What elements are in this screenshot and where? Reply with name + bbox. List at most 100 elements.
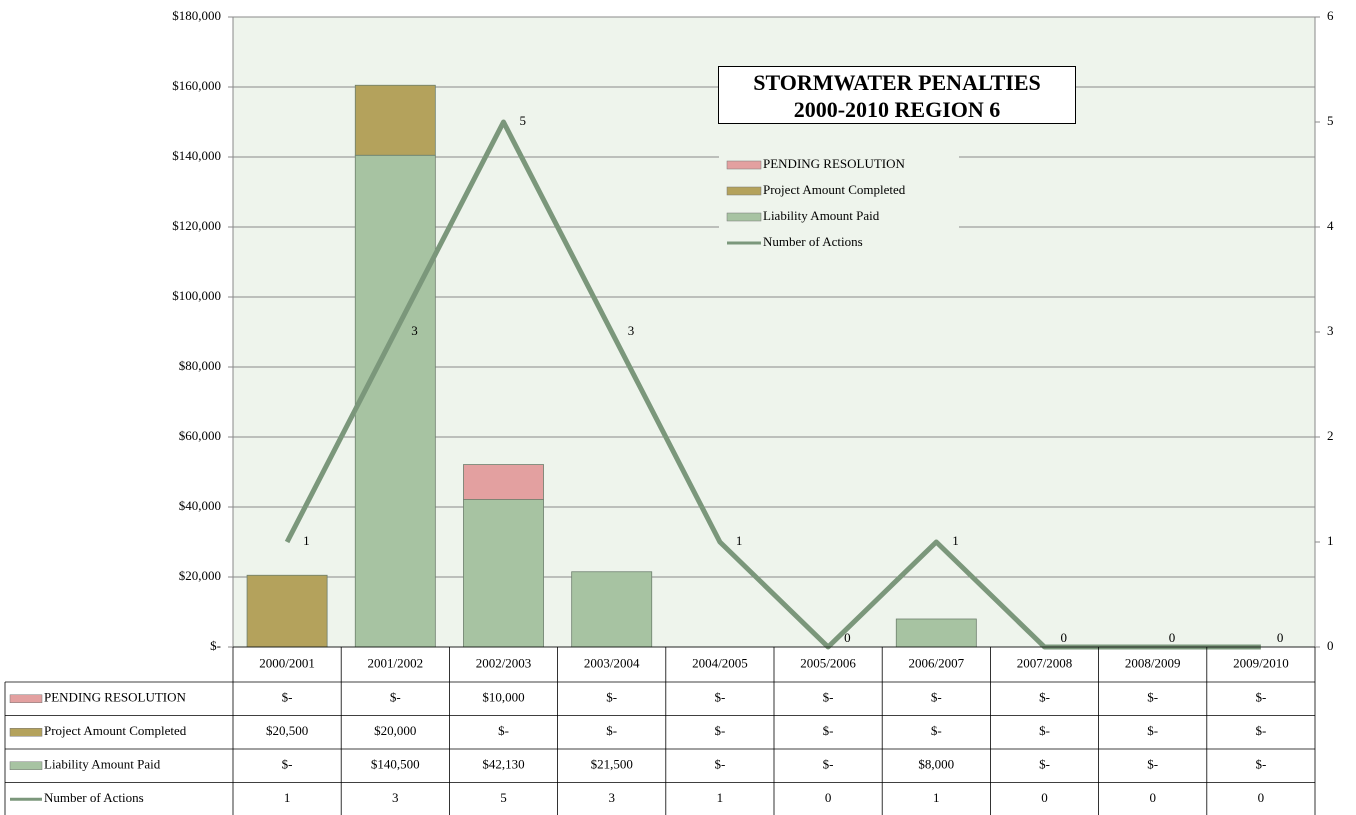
y-tick-label: $60,000 bbox=[179, 428, 221, 443]
table-cell: $20,500 bbox=[266, 723, 308, 738]
x-tick-label: 2000/2001 bbox=[259, 655, 315, 670]
data-label: 1 bbox=[303, 533, 310, 548]
table-cell: 0 bbox=[1258, 790, 1265, 805]
x-tick-label: 2005/2006 bbox=[800, 655, 856, 670]
table-cell: $10,000 bbox=[482, 690, 524, 705]
bar bbox=[246, 574, 328, 648]
table-row-label: Number of Actions bbox=[44, 790, 144, 805]
table-cell: $- bbox=[823, 690, 834, 705]
y-tick-label: $20,000 bbox=[179, 568, 221, 583]
bar bbox=[463, 499, 544, 648]
table-swatch bbox=[9, 761, 43, 770]
y-tick-label: $140,000 bbox=[172, 148, 221, 163]
table-cell: $- bbox=[606, 723, 617, 738]
table-cell: $- bbox=[931, 690, 942, 705]
table-cell: $- bbox=[1039, 723, 1050, 738]
x-tick-label: 2001/2002 bbox=[367, 655, 423, 670]
y2-tick-label: 6 bbox=[1327, 8, 1334, 23]
table-cell: 0 bbox=[1041, 790, 1048, 805]
bar bbox=[571, 571, 653, 648]
x-tick-label: 2003/2004 bbox=[584, 655, 640, 670]
table-cell: $20,000 bbox=[374, 723, 416, 738]
table-row-label: PENDING RESOLUTION bbox=[44, 690, 187, 705]
bar bbox=[463, 464, 544, 500]
table-cell: $- bbox=[282, 757, 293, 772]
table-swatch bbox=[9, 728, 43, 737]
table-row-label: Project Amount Completed bbox=[44, 723, 187, 738]
table-row-label: Liability Amount Paid bbox=[44, 757, 161, 772]
table-cell: 1 bbox=[284, 790, 291, 805]
table-cell: $- bbox=[1255, 723, 1266, 738]
data-label: 0 bbox=[1277, 630, 1284, 645]
table-cell: $- bbox=[931, 723, 942, 738]
y2-tick-label: 0 bbox=[1327, 638, 1334, 653]
data-label: 3 bbox=[628, 323, 635, 338]
table-cell: $- bbox=[1039, 757, 1050, 772]
table-cell: 1 bbox=[717, 790, 724, 805]
table-cell: 3 bbox=[608, 790, 615, 805]
table-swatch bbox=[9, 694, 43, 703]
table-cell: $- bbox=[714, 690, 725, 705]
table-cell: 0 bbox=[825, 790, 832, 805]
table-cell: $- bbox=[1147, 757, 1158, 772]
y-tick-label: $120,000 bbox=[172, 218, 221, 233]
chart-title: STORMWATER PENALTIES 2000-2010 REGION 6 bbox=[718, 66, 1076, 124]
data-label: 0 bbox=[844, 630, 851, 645]
legend-swatch bbox=[726, 160, 762, 170]
table-cell: $- bbox=[714, 757, 725, 772]
legend-swatch bbox=[726, 212, 762, 222]
x-tick-label: 2002/2003 bbox=[476, 655, 532, 670]
table-cell: $- bbox=[823, 723, 834, 738]
table-cell: $- bbox=[823, 757, 834, 772]
y-tick-label: $40,000 bbox=[179, 498, 221, 513]
legend-label: PENDING RESOLUTION bbox=[763, 156, 906, 171]
table-cell: $- bbox=[282, 690, 293, 705]
x-tick-label: 2008/2009 bbox=[1125, 655, 1181, 670]
table-cell: $- bbox=[1255, 690, 1266, 705]
y-tick-label: $100,000 bbox=[172, 288, 221, 303]
legend-swatch bbox=[726, 186, 762, 196]
table-cell: $- bbox=[390, 690, 401, 705]
x-tick-label: 2004/2005 bbox=[692, 655, 748, 670]
bar bbox=[354, 154, 436, 648]
y2-tick-label: 5 bbox=[1327, 113, 1334, 128]
table-cell: $21,500 bbox=[591, 757, 633, 772]
data-label: 1 bbox=[952, 533, 959, 548]
table-cell: 1 bbox=[933, 790, 940, 805]
table-cell: $- bbox=[1147, 723, 1158, 738]
table-cell: $42,130 bbox=[482, 757, 524, 772]
data-label: 3 bbox=[411, 323, 418, 338]
legend-label: Liability Amount Paid bbox=[763, 208, 880, 223]
table-cell: $140,500 bbox=[371, 757, 420, 772]
data-label: 5 bbox=[520, 113, 527, 128]
x-tick-label: 2006/2007 bbox=[908, 655, 964, 670]
y-tick-label: $160,000 bbox=[172, 78, 221, 93]
bar bbox=[354, 84, 436, 156]
data-label: 0 bbox=[1061, 630, 1068, 645]
y2-tick-label: 4 bbox=[1327, 218, 1334, 233]
table-cell: $- bbox=[1039, 690, 1050, 705]
y2-tick-label: 1 bbox=[1327, 533, 1334, 548]
y2-tick-label: 2 bbox=[1327, 428, 1334, 443]
table-cell: $8,000 bbox=[918, 757, 954, 772]
table-cell: $- bbox=[1147, 690, 1158, 705]
bar bbox=[895, 618, 977, 648]
y2-tick-label: 3 bbox=[1327, 323, 1334, 338]
table-cell: 5 bbox=[500, 790, 507, 805]
x-tick-label: 2009/2010 bbox=[1233, 655, 1289, 670]
table-cell: $- bbox=[606, 690, 617, 705]
data-label: 1 bbox=[736, 533, 743, 548]
x-tick-label: 2007/2008 bbox=[1017, 655, 1073, 670]
table-cell: 3 bbox=[392, 790, 399, 805]
table-cell: $- bbox=[498, 723, 509, 738]
y-tick-label: $- bbox=[210, 638, 221, 653]
data-label: 0 bbox=[1169, 630, 1176, 645]
table-cell: 0 bbox=[1149, 790, 1156, 805]
table-cell: $- bbox=[1255, 757, 1266, 772]
y-tick-label: $180,000 bbox=[172, 8, 221, 23]
legend-label: Project Amount Completed bbox=[763, 182, 906, 197]
legend-label: Number of Actions bbox=[763, 234, 863, 249]
y-tick-label: $80,000 bbox=[179, 358, 221, 373]
